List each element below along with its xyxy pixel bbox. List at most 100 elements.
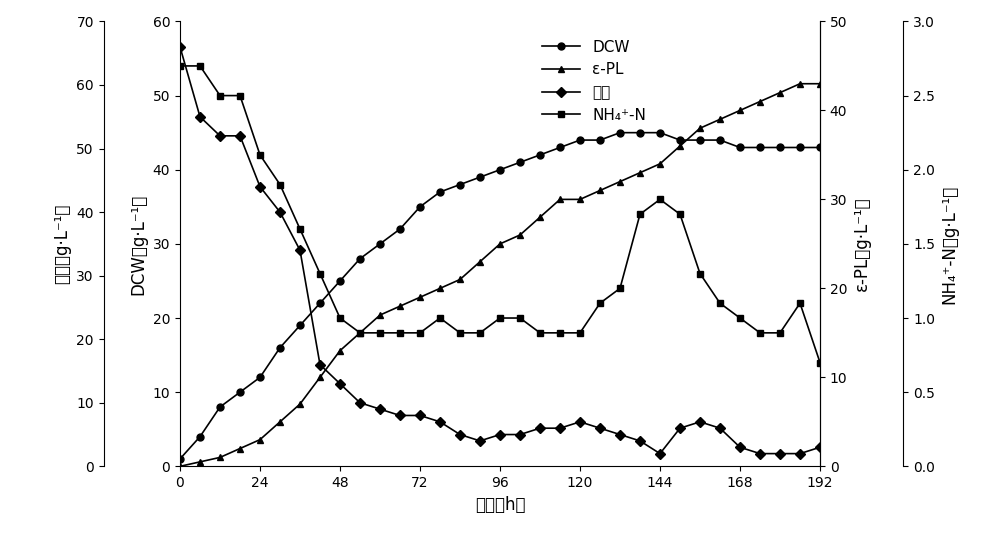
ε-PL <box>654 161 666 167</box>
甘油 <box>494 431 506 438</box>
ε-PL <box>774 90 786 96</box>
DCW <box>234 389 246 396</box>
NH₄⁺-N <box>774 330 786 336</box>
NH₄⁺-N <box>634 211 646 218</box>
ε-PL <box>534 214 546 220</box>
DCW <box>394 226 406 232</box>
NH₄⁺-N <box>574 330 586 336</box>
NH₄⁺-N <box>374 330 386 336</box>
Legend: DCW, ε-PL, 甘油, NH₄⁺-N: DCW, ε-PL, 甘油, NH₄⁺-N <box>536 34 652 129</box>
NH₄⁺-N <box>314 270 326 277</box>
甘油 <box>554 425 566 431</box>
ε-PL <box>414 294 426 301</box>
甘油 <box>634 438 646 444</box>
甘油 <box>734 444 746 450</box>
NH₄⁺-N <box>534 330 546 336</box>
DCW <box>494 167 506 173</box>
ε-PL <box>794 80 806 87</box>
NH₄⁺-N <box>454 330 466 336</box>
DCW <box>214 404 226 410</box>
DCW <box>794 144 806 151</box>
甘油 <box>794 450 806 457</box>
DCW <box>374 241 386 247</box>
NH₄⁺-N <box>294 226 306 232</box>
甘油 <box>254 183 266 190</box>
Y-axis label: ε-PL（g·L⁻¹）: ε-PL（g·L⁻¹） <box>853 197 871 291</box>
DCW <box>294 322 306 329</box>
甘油 <box>194 114 206 120</box>
DCW <box>434 189 446 195</box>
甘油 <box>594 425 606 431</box>
ε-PL <box>354 330 366 336</box>
DCW <box>534 152 546 158</box>
ε-PL <box>734 107 746 114</box>
DCW <box>714 137 726 143</box>
DCW <box>274 345 286 351</box>
ε-PL <box>554 196 566 203</box>
甘油 <box>294 247 306 254</box>
DCW <box>314 300 326 307</box>
甘油 <box>434 419 446 425</box>
DCW <box>774 144 786 151</box>
甘油 <box>394 412 406 419</box>
甘油 <box>514 431 526 438</box>
ε-PL <box>334 347 346 354</box>
ε-PL <box>634 169 646 176</box>
DCW <box>614 130 626 136</box>
甘油 <box>314 361 326 368</box>
DCW <box>254 374 266 381</box>
ε-PL <box>594 187 606 193</box>
Y-axis label: 甘油（g·L⁻¹）: 甘油（g·L⁻¹） <box>53 204 71 284</box>
ε-PL <box>394 303 406 309</box>
NH₄⁺-N <box>794 300 806 307</box>
DCW <box>354 256 366 262</box>
DCW <box>574 137 586 143</box>
NH₄⁺-N <box>674 211 686 218</box>
DCW <box>814 144 826 151</box>
DCW <box>634 130 646 136</box>
ε-PL <box>214 454 226 460</box>
ε-PL <box>814 80 826 87</box>
甘油 <box>574 419 586 425</box>
NH₄⁺-N <box>234 92 246 99</box>
DCW <box>174 456 186 462</box>
DCW <box>474 174 486 180</box>
ε-PL <box>694 125 706 131</box>
DCW <box>694 137 706 143</box>
ε-PL <box>754 98 766 105</box>
NH₄⁺-N <box>274 181 286 188</box>
Y-axis label: DCW（g·L⁻¹）: DCW（g·L⁻¹） <box>129 193 147 294</box>
甘油 <box>414 412 426 419</box>
甘油 <box>374 406 386 412</box>
NH₄⁺-N <box>814 359 826 366</box>
ε-PL <box>254 436 266 443</box>
NH₄⁺-N <box>474 330 486 336</box>
DCW <box>454 181 466 188</box>
甘油 <box>674 425 686 431</box>
甘油 <box>714 425 726 431</box>
ε-PL <box>454 276 466 282</box>
ε-PL <box>714 116 726 123</box>
Line: 甘油: 甘油 <box>177 43 823 457</box>
ε-PL <box>614 178 626 185</box>
NH₄⁺-N <box>654 196 666 203</box>
甘油 <box>534 425 546 431</box>
DCW <box>654 130 666 136</box>
甘油 <box>234 132 246 139</box>
NH₄⁺-N <box>694 270 706 277</box>
ε-PL <box>574 196 586 203</box>
NH₄⁺-N <box>194 63 206 69</box>
ε-PL <box>474 258 486 265</box>
ε-PL <box>494 241 506 247</box>
甘油 <box>334 381 346 387</box>
NH₄⁺-N <box>514 315 526 321</box>
甘油 <box>454 431 466 438</box>
NH₄⁺-N <box>434 315 446 321</box>
Y-axis label: NH₄⁺-N（g·L⁻¹）: NH₄⁺-N（g·L⁻¹） <box>941 184 959 303</box>
DCW <box>514 159 526 166</box>
ε-PL <box>274 419 286 425</box>
NH₄⁺-N <box>354 330 366 336</box>
ε-PL <box>674 143 686 149</box>
Line: NH₄⁺-N: NH₄⁺-N <box>177 63 823 366</box>
ε-PL <box>174 463 186 470</box>
